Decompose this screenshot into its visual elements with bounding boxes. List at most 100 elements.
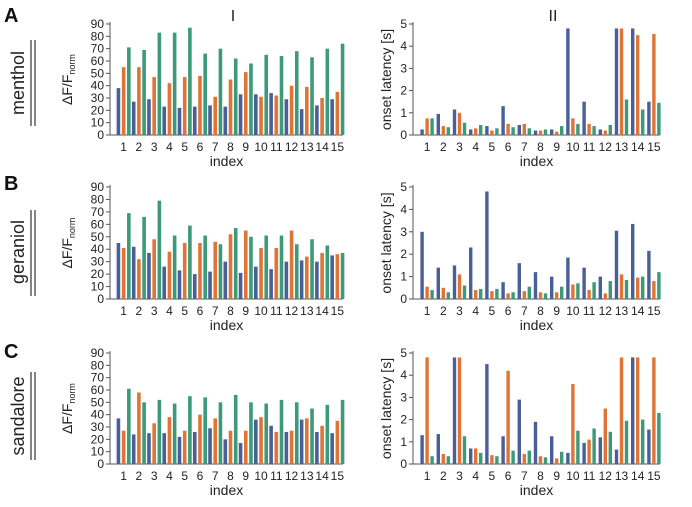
bar-series-1 [162, 106, 167, 135]
bar-series-1 [177, 436, 182, 464]
x-tick-label: 11 [583, 140, 596, 154]
y-tick-label: 40 [91, 408, 105, 422]
bar-series-3 [462, 436, 467, 464]
x-tick-label: 15 [647, 304, 661, 318]
bar-series-1 [315, 261, 319, 299]
bar-series-3 [157, 399, 162, 464]
bar-series-3 [560, 451, 564, 464]
bar-series-1 [598, 437, 602, 464]
bar-series-1 [533, 272, 538, 299]
bar-series-3 [624, 279, 629, 299]
bar-series-1 [269, 269, 273, 299]
y-tick-label: 3 [400, 61, 407, 75]
bar-series-1 [420, 435, 424, 464]
x-tick-label: 4 [166, 304, 173, 318]
bar-series-1 [631, 28, 635, 135]
x-tick-label: 3 [151, 304, 158, 318]
bar-series-3 [430, 456, 434, 464]
bar-series-3 [462, 285, 467, 299]
bar-series-1 [420, 231, 424, 299]
bar-series-1 [566, 452, 570, 464]
bar-series-3 [325, 245, 330, 299]
bar-series-1 [598, 129, 602, 135]
bar-series-2 [182, 430, 187, 464]
y-tick-label: 10 [91, 116, 105, 130]
y-tick-label: 0 [400, 457, 407, 471]
bar-series-1 [647, 250, 651, 299]
y-tick-label: 4 [400, 39, 407, 53]
bar-series-3 [624, 420, 629, 464]
y-tick-label: 70 [91, 42, 105, 56]
bar-series-3 [157, 200, 162, 299]
bar-series-3 [142, 49, 146, 135]
x-tick-label: 10 [566, 140, 580, 154]
y-tick-label: 40 [91, 79, 105, 93]
bar-series-2 [474, 290, 478, 299]
bar-series-1 [131, 101, 136, 135]
x-tick-label: 2 [136, 469, 143, 483]
bar-series-2 [137, 259, 141, 299]
bar-series-1 [550, 276, 554, 299]
x-tick-label: 10 [566, 469, 580, 483]
x-tick-label: 2 [136, 140, 143, 154]
bar-series-1 [238, 443, 243, 464]
y-tick-label: 50 [91, 395, 105, 409]
x-tick-label: 11 [270, 140, 283, 154]
bar-series-2 [305, 86, 309, 135]
bar-series-1 [147, 99, 151, 135]
bar-series-2 [335, 91, 340, 135]
bar-series-1 [330, 99, 334, 135]
bar-series-2 [474, 128, 478, 135]
bar-series-2 [198, 243, 202, 299]
bar-series-3 [641, 419, 645, 464]
bar-series-2 [603, 293, 607, 299]
x-tick-label: 4 [472, 304, 479, 318]
bar-series-2 [652, 357, 656, 464]
y-tick-label: 4 [400, 368, 407, 382]
bar-series-2 [652, 33, 656, 135]
bar-series-1 [269, 425, 273, 464]
x-tick-label: 12 [599, 304, 613, 318]
bar-series-2 [228, 430, 233, 464]
bar-series-2 [538, 130, 543, 135]
bar-series-1 [485, 191, 489, 299]
bar-series-2 [121, 430, 126, 464]
bar-series-3 [576, 430, 580, 464]
bar-series-2 [441, 126, 445, 135]
bar-series-1 [566, 257, 570, 299]
bar-series-3 [446, 292, 450, 299]
bar-series-1 [330, 433, 334, 464]
odor-label-sandalore-group: sandalore [8, 372, 36, 460]
bar-series-1 [501, 282, 505, 299]
x-tick-label: 9 [242, 140, 249, 154]
x-tick-label: 14 [631, 304, 645, 318]
bar-series-1 [177, 107, 182, 135]
bar-series-1 [254, 266, 258, 299]
x-tick-label: 1 [424, 469, 431, 483]
bar-series-1 [517, 263, 521, 299]
bar-series-3 [279, 235, 284, 299]
x-tick-label: 15 [647, 469, 661, 483]
x-tick-label: 9 [553, 140, 560, 154]
y-axis-label: onset latency [s] [378, 29, 394, 130]
bar-series-3 [446, 127, 450, 135]
bar-series-3 [127, 388, 131, 464]
bar-series-1 [208, 105, 212, 135]
bar-series-2 [182, 243, 187, 299]
bar-series-3 [560, 126, 564, 135]
bar-series-2 [335, 254, 340, 299]
bar-series-2 [152, 423, 156, 464]
x-tick-label: 6 [197, 469, 204, 483]
bar-series-2 [603, 130, 607, 135]
bar-series-3 [479, 125, 483, 135]
y-tick-label: 5 [400, 17, 407, 31]
odor-label-menthol: menthol [8, 51, 28, 115]
bar-series-3 [543, 293, 548, 299]
bar-series-2 [587, 290, 591, 299]
bar-series-1 [566, 28, 570, 135]
bar-series-2 [182, 77, 187, 135]
bar-series-3 [446, 456, 450, 464]
bar-series-3 [294, 51, 299, 135]
bar-series-2 [619, 274, 624, 299]
